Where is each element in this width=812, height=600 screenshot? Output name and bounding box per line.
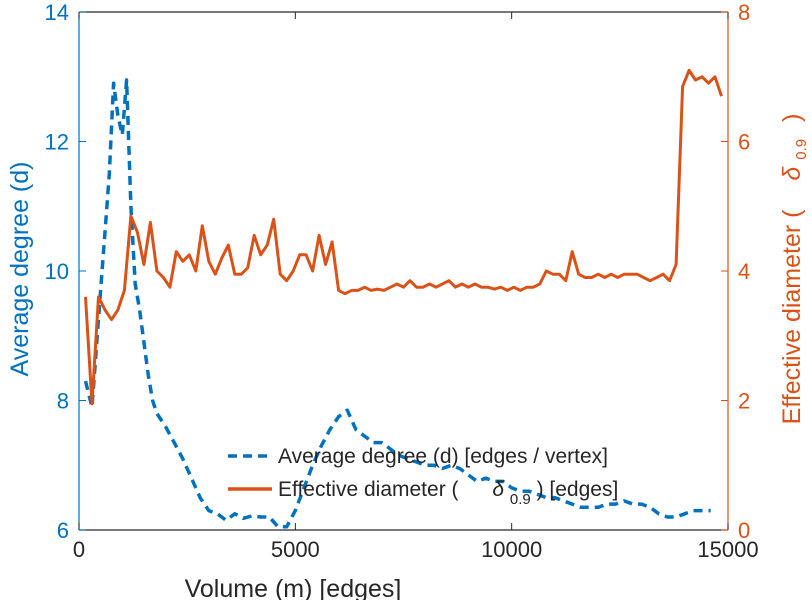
legend-label-prefix: Effective diameter ( xyxy=(278,478,459,501)
axes-layer: 0 5000 10000 15000 6 8 10 12 14 0 2 4 6 8 xyxy=(45,0,759,562)
legend-label-sub: 0.9 xyxy=(510,491,531,508)
right-y-label-prefix: Effective diameter ( xyxy=(778,209,806,425)
right-y-tick-label: 6 xyxy=(738,130,750,155)
series-layer xyxy=(83,68,723,529)
right-y-tick-label: 0 xyxy=(738,518,750,543)
legend-label-suffix: ) [edges] xyxy=(537,478,619,501)
series-line-average-degree xyxy=(83,78,711,529)
left-y-tick-label: 14 xyxy=(45,0,69,25)
right-y-tick-label: 2 xyxy=(738,389,750,414)
right-y-label-suffix: ) xyxy=(778,114,806,122)
right-y-axis-label: Effective diameter ( δ 0.9 ) xyxy=(778,114,812,425)
x-tick-label: 5000 xyxy=(271,537,320,562)
right-y-label-sub: 0.9 xyxy=(793,139,810,160)
left-y-tick-label: 12 xyxy=(45,130,69,155)
right-y-tick-label: 8 xyxy=(738,0,750,25)
legend-label-average-degree: Average degree (d) [edges / vertex] xyxy=(278,445,608,468)
right-y-tick-label: 4 xyxy=(738,259,750,284)
legend-label-effective-diameter: Effective diameter ( δ 0.9 ) [edges] xyxy=(278,478,618,509)
left-y-tick-label: 10 xyxy=(45,259,69,284)
x-axis-label: Volume (m) [edges] xyxy=(185,575,402,600)
left-y-tick-label: 6 xyxy=(57,518,69,543)
left-y-axis-label: Average degree (d) xyxy=(6,162,34,377)
x-tick-label: 10000 xyxy=(481,537,542,562)
legend-label-symbol: δ xyxy=(492,478,504,501)
x-tick-label: 0 xyxy=(73,537,85,562)
right-y-label-symbol: δ xyxy=(778,166,806,181)
left-y-tick-label: 8 xyxy=(57,389,69,414)
x-tick-label: 15000 xyxy=(697,537,758,562)
series-line-effective-diameter xyxy=(84,68,723,406)
legend: Average degree (d) [edges / vertex] Effe… xyxy=(228,445,618,509)
